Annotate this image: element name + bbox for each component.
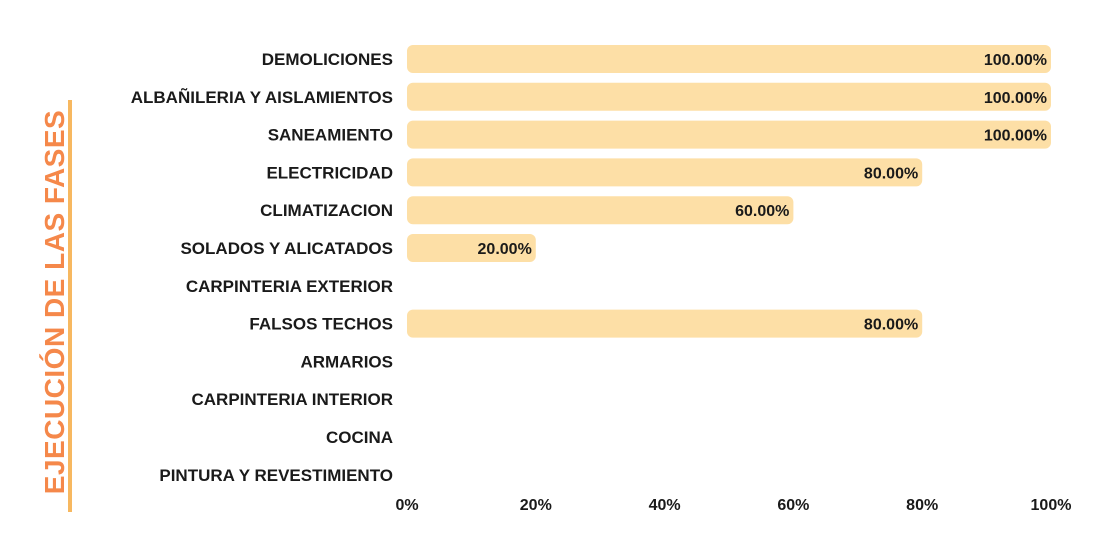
x-tick-label: 20%: [520, 497, 552, 514]
bar: [407, 309, 923, 338]
title-underline: [68, 100, 72, 512]
category-label: ELECTRICIDAD: [266, 163, 393, 182]
x-tick-label: 0%: [395, 497, 418, 514]
chart-title: EJECUCIÓN DE LAS FASES: [39, 110, 70, 494]
category-label: PINTURA Y REVESTIMIENTO: [159, 466, 393, 485]
category-label: SOLADOS Y ALICATADOS: [180, 239, 393, 258]
category-label: SANEAMIENTO: [268, 126, 393, 145]
chart-title-group: EJECUCIÓN DE LAS FASES: [39, 100, 72, 512]
bar-value-label: 80.00%: [864, 317, 918, 334]
category-label: DEMOLICIONES: [262, 50, 393, 69]
category-label: ALBAÑILERIA Y AISLAMIENTOS: [131, 87, 393, 107]
bar-value-label: 100.00%: [984, 128, 1047, 145]
x-tick-label: 80%: [906, 497, 938, 514]
bar: [407, 120, 1051, 149]
bar-value-label: 80.00%: [864, 165, 918, 182]
category-label: COCINA: [326, 428, 393, 447]
x-tick-label: 60%: [777, 497, 809, 514]
x-axis-tick-labels: 0% 20% 40% 60% 80% 100%: [395, 497, 1071, 514]
category-labels: DEMOLICIONES ALBAÑILERIA Y AISLAMIENTOS SA…: [131, 50, 393, 485]
bar-value-label: 60.00%: [735, 203, 789, 220]
category-label: ARMARIOS: [300, 352, 393, 371]
bar-value-label: 100.00%: [984, 52, 1047, 69]
bars-group: [407, 45, 1051, 338]
x-tick-label: 40%: [649, 497, 681, 514]
bar: [407, 82, 1051, 111]
x-tick-label: 100%: [1031, 497, 1072, 514]
bar: [407, 158, 923, 187]
bar: [407, 234, 536, 262]
bar: [407, 196, 794, 225]
category-label: FALSOS TECHOS: [249, 315, 393, 334]
value-labels: 100.00% 100.00% 100.00% 80.00% 60.00% 20.00% 8…: [478, 52, 1047, 334]
bar: [407, 45, 1051, 73]
bar-value-label: 100.00%: [984, 90, 1047, 107]
category-label: CLIMATIZACION: [260, 201, 393, 220]
category-label: CARPINTERIA INTERIOR: [192, 390, 394, 409]
category-label: CARPINTERIA EXTERIOR: [186, 277, 393, 296]
bar-value-label: 20.00%: [478, 241, 532, 258]
